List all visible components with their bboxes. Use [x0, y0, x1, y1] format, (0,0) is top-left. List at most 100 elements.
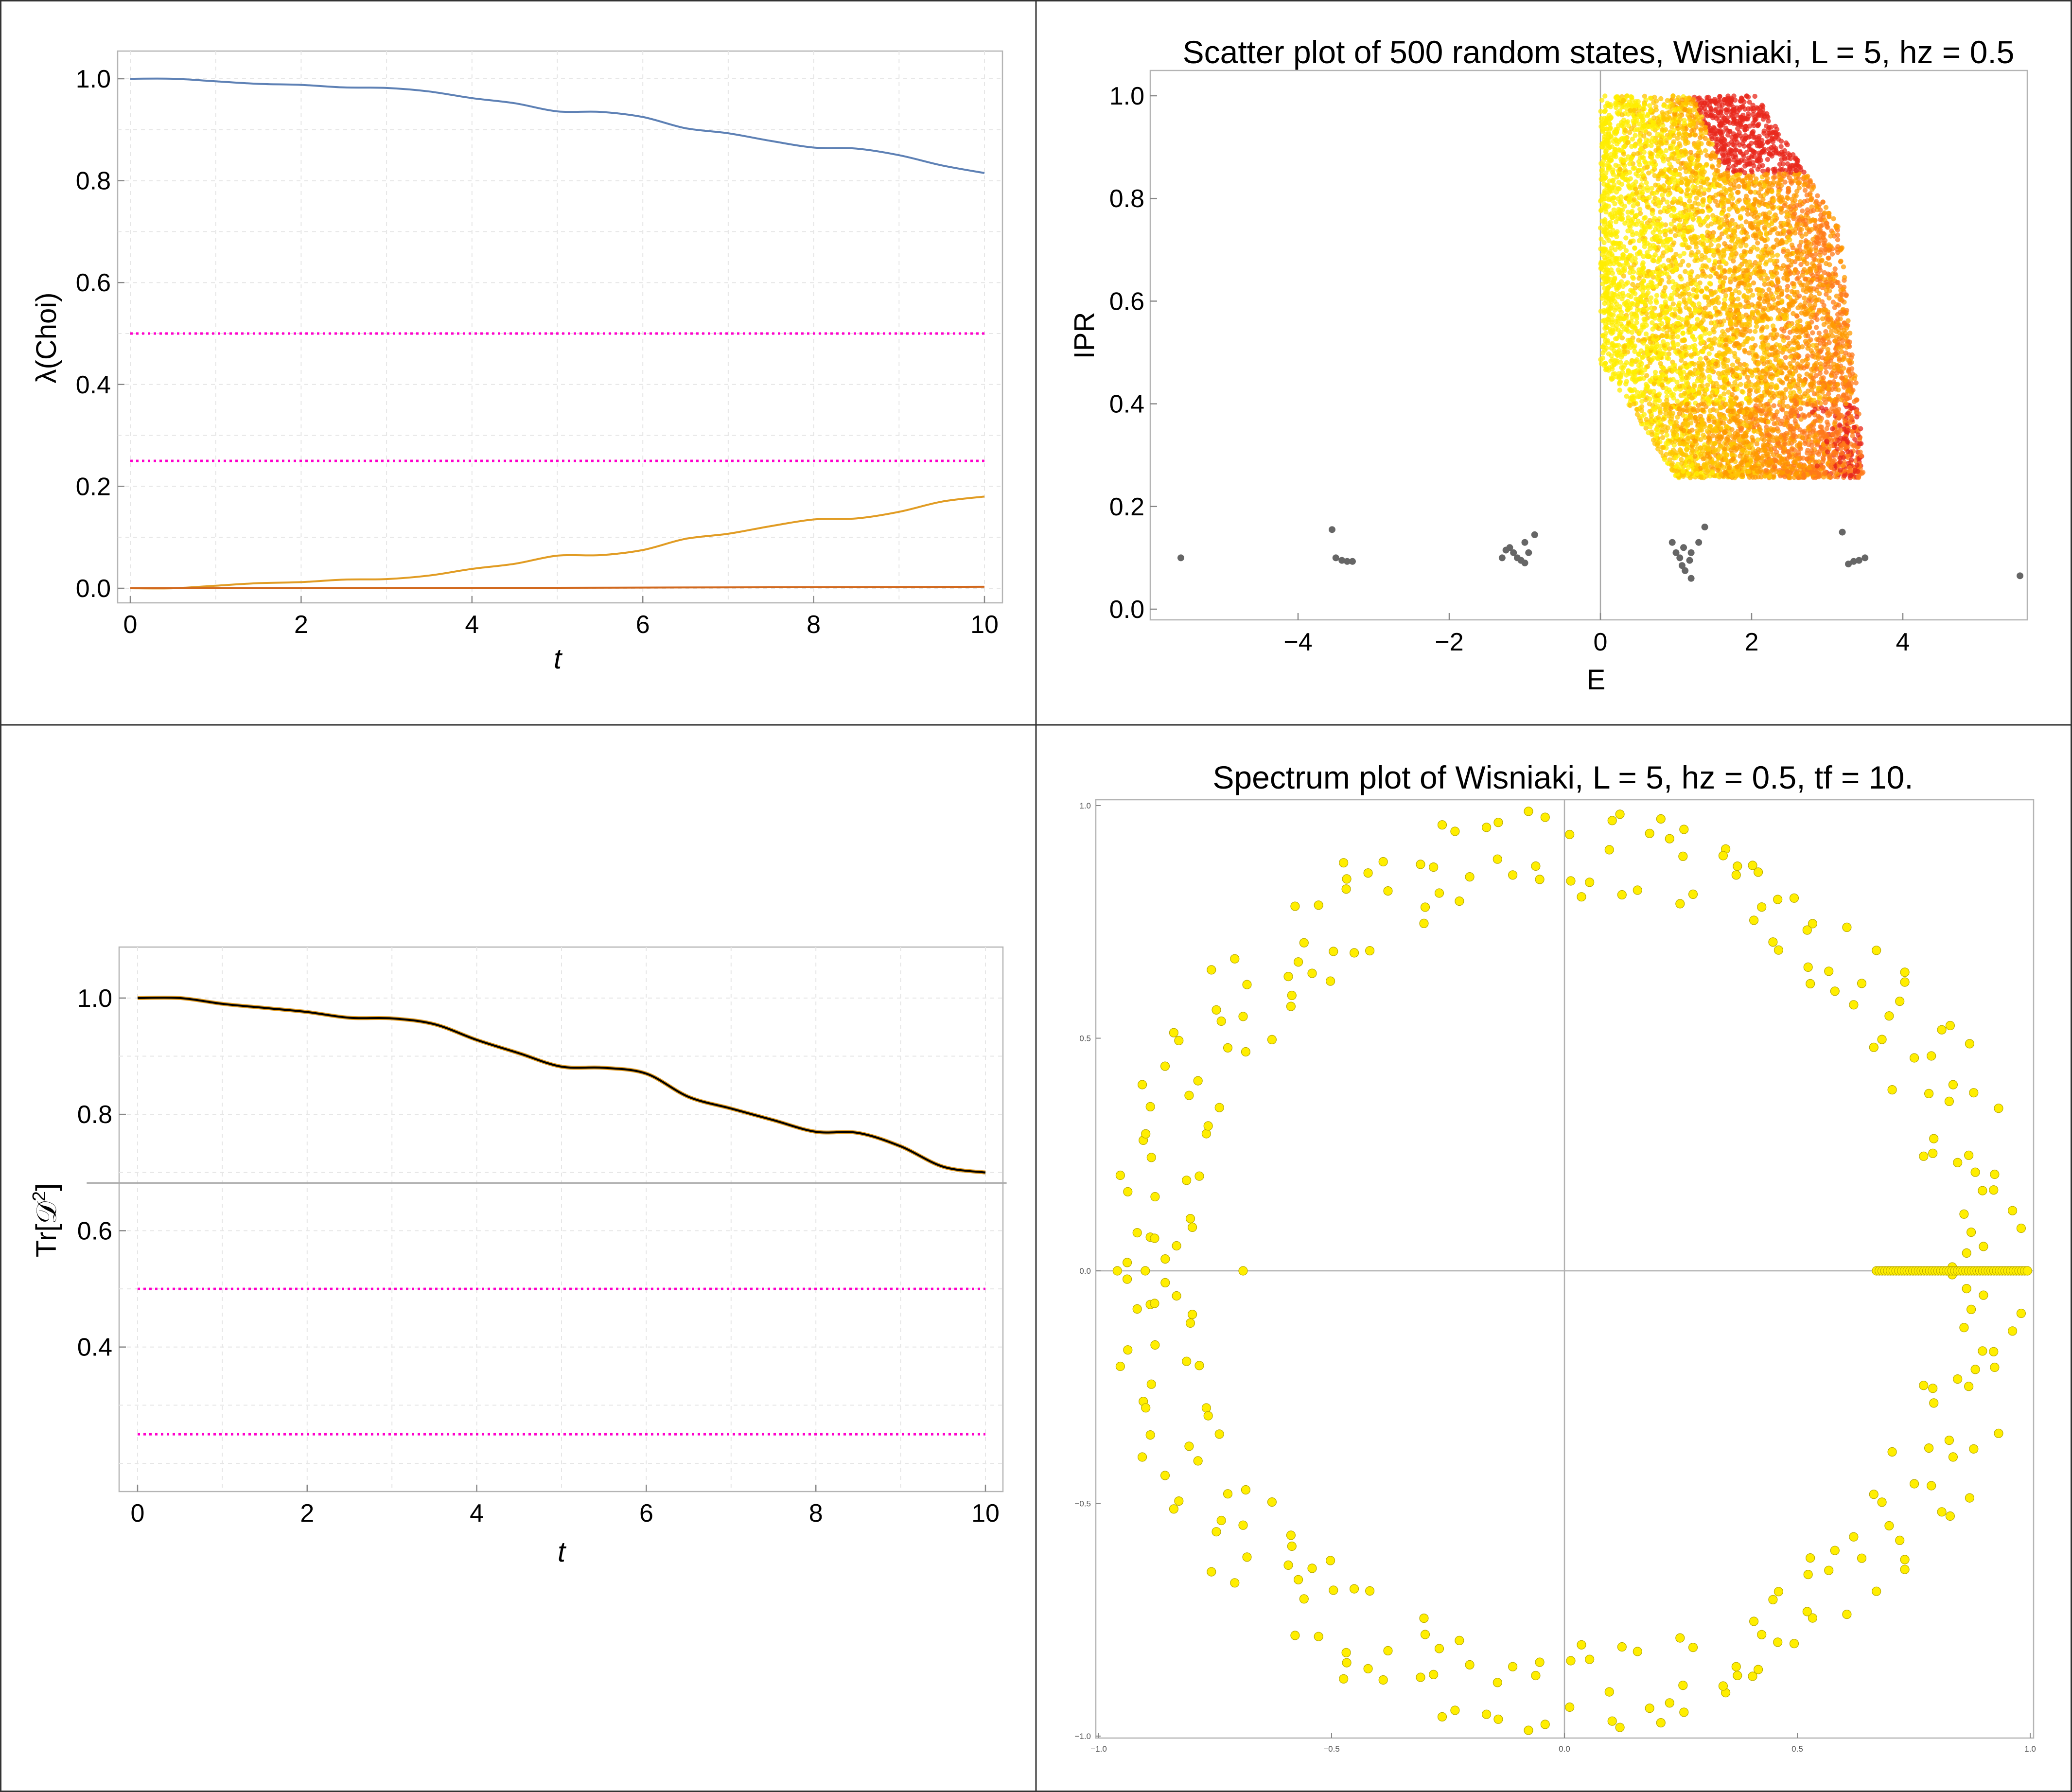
cloud-point	[1826, 255, 1831, 261]
cloud-point	[1655, 446, 1661, 452]
cloud-point	[1631, 203, 1636, 209]
cloud-point	[1759, 326, 1765, 332]
cloud-point	[1642, 144, 1648, 149]
cloud-point	[1599, 218, 1605, 224]
cloud-point	[1721, 391, 1727, 397]
series-line-blue	[130, 77, 985, 174]
cloud-point	[1630, 281, 1635, 287]
cloud-point	[1832, 338, 1838, 344]
cloud-point	[1750, 336, 1755, 341]
cloud-point	[1806, 240, 1811, 246]
cloud-point	[1721, 289, 1726, 294]
cloud-point	[1675, 158, 1681, 164]
cloud-point	[1632, 262, 1637, 267]
cloud-point	[1675, 153, 1681, 158]
cloud-point	[1788, 354, 1793, 360]
panel-1-x-axis-title: t	[554, 643, 563, 675]
cloud-point	[1639, 399, 1645, 404]
cloud-point	[1742, 348, 1747, 353]
cloud-point	[1699, 179, 1704, 184]
cloud-point	[1643, 331, 1649, 337]
cloud-point	[1677, 307, 1683, 312]
cloud-point	[1745, 444, 1751, 450]
cloud-point	[1637, 162, 1643, 168]
cloud-point	[1855, 432, 1861, 438]
cloud-point	[1619, 365, 1624, 370]
cloud-point	[1713, 155, 1718, 160]
cloud-point	[1648, 295, 1654, 300]
cloud-point	[1813, 252, 1818, 257]
cloud-point	[1647, 243, 1652, 248]
cloud-point	[1813, 325, 1819, 330]
cloud-point	[1721, 208, 1726, 213]
cloud-point	[1616, 186, 1622, 192]
cloud-point	[1695, 158, 1700, 163]
y-tick-label: 0.0	[76, 575, 111, 603]
cloud-point	[1650, 284, 1655, 289]
cloud-point	[1830, 432, 1836, 437]
cloud-point	[1732, 277, 1738, 282]
cloud-point	[1716, 219, 1721, 225]
y-tick-label: 0.2	[76, 473, 111, 501]
cloud-point	[1773, 469, 1779, 474]
cloud-point	[1677, 253, 1683, 259]
cloud-point	[1664, 271, 1670, 277]
cloud-point	[1616, 270, 1622, 275]
cloud-point	[1713, 198, 1719, 204]
cloud-point	[1721, 415, 1727, 421]
cloud-point	[1663, 232, 1668, 238]
cloud-point	[1606, 351, 1612, 357]
cloud-point	[1733, 431, 1738, 437]
cloud-point	[1841, 393, 1846, 399]
cloud-point	[1690, 302, 1696, 308]
cloud-point	[1666, 192, 1671, 197]
cloud-point	[1732, 351, 1737, 356]
cloud-point	[1821, 303, 1826, 308]
cloud-point	[1767, 210, 1773, 215]
cloud-point	[1835, 320, 1841, 326]
cloud-point	[1677, 217, 1683, 223]
cloud-point	[1725, 435, 1731, 440]
cloud-point	[1728, 442, 1734, 447]
cloud-point	[1853, 458, 1858, 463]
cloud-point	[1823, 205, 1829, 210]
cloud-point	[1709, 414, 1715, 420]
cloud-point	[1621, 273, 1626, 279]
cloud-point	[1731, 168, 1737, 174]
cloud-point	[1801, 400, 1806, 406]
cloud-point	[1805, 353, 1810, 359]
panel-1-choi-eigenvalues: 0 2 4 6 8 100.00.20.40.60.81.0 t λ(Choi)	[31, 50, 1003, 675]
cloud-point	[1737, 264, 1742, 269]
cloud-point	[1743, 236, 1748, 242]
cloud-point	[1799, 227, 1804, 232]
cloud-point	[1726, 141, 1731, 147]
cloud-point	[1640, 288, 1646, 294]
cloud-point	[1824, 369, 1829, 375]
cloud-point	[1814, 346, 1819, 351]
cloud-point	[1647, 131, 1652, 137]
cloud-point	[1750, 292, 1756, 298]
cloud-point	[1812, 218, 1818, 224]
cloud-point	[1759, 393, 1765, 399]
cloud-point	[1682, 337, 1687, 343]
cloud-point	[1796, 334, 1802, 340]
cloud-point	[1625, 280, 1631, 285]
y-tick-label: 0.4	[76, 371, 111, 399]
cloud-point	[1760, 454, 1766, 459]
cloud-point	[1792, 230, 1798, 236]
cloud-point	[1802, 188, 1808, 193]
cloud-point	[1637, 207, 1643, 212]
cloud-point	[1763, 292, 1769, 297]
cloud-point	[1698, 222, 1703, 228]
cloud-point	[1829, 251, 1835, 257]
cloud-point	[1804, 193, 1809, 198]
cloud-point	[1786, 186, 1791, 192]
cloud-point	[1604, 346, 1609, 351]
cloud-point	[1858, 426, 1863, 431]
panel-1-y-axis-title: λ(Choi)	[31, 293, 62, 384]
cloud-point	[1859, 453, 1864, 458]
cloud-point	[1612, 201, 1617, 207]
cloud-point	[1832, 266, 1838, 272]
cloud-point	[1750, 112, 1756, 117]
cloud-point	[1606, 238, 1612, 243]
